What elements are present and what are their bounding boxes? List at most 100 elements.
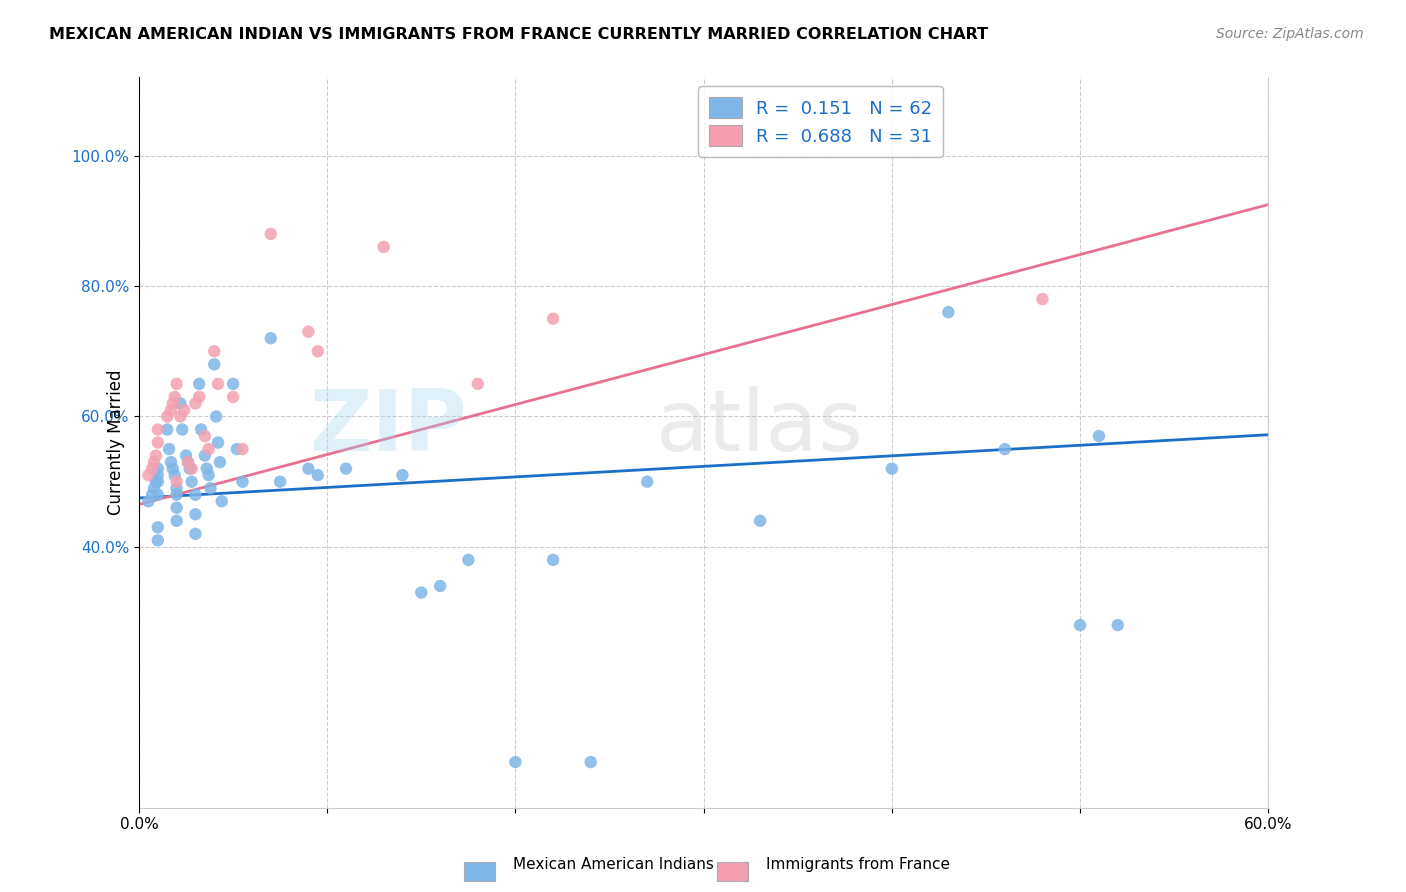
Point [200,481,222,495]
Point [169,409,191,424]
Point [138,468,160,483]
Point [180,475,202,489]
Point [636,475,658,489]
Point [1088,429,1111,443]
Point [307,468,329,483]
Point [146,475,169,489]
Point [231,475,253,489]
Point [207,435,229,450]
Point [172,423,194,437]
Point [160,403,183,417]
Point [197,468,219,483]
Point [297,325,319,339]
Point [160,455,183,469]
Point [195,461,218,475]
Point [169,396,191,410]
Point [579,755,602,769]
Point [146,488,169,502]
Point [166,475,188,489]
Text: Mexican American Indians: Mexican American Indians [513,857,714,872]
Point [146,468,169,483]
Point [166,500,188,515]
Point [194,449,217,463]
Point [174,449,197,463]
Point [143,455,166,469]
Point [335,461,357,475]
Point [157,442,180,456]
Point [163,390,186,404]
Point [260,331,283,345]
Point [190,423,212,437]
Point [197,442,219,456]
Point [141,488,163,502]
Point [179,461,201,475]
Text: ZIP: ZIP [309,386,467,469]
Point [194,429,217,443]
Point [208,455,231,469]
Point [184,526,207,541]
Point [541,553,564,567]
Point [205,409,228,424]
Point [166,376,188,391]
Point [231,442,253,456]
Point [146,461,169,475]
Y-axis label: Currently Married: Currently Married [107,370,125,516]
Point [1031,292,1053,306]
Point [141,461,163,475]
Legend: R =  0.151   N = 62, R =  0.688   N = 31: R = 0.151 N = 62, R = 0.688 N = 31 [699,87,943,157]
Point [177,455,200,469]
Point [146,435,169,450]
Point [188,390,211,404]
Text: Immigrants from France: Immigrants from France [766,857,950,872]
Point [505,755,527,769]
Point [429,579,451,593]
Point [222,390,245,404]
Point [156,423,179,437]
Point [184,396,207,410]
Point [162,461,184,475]
Point [1107,618,1129,632]
Point [146,533,169,548]
Point [173,403,195,417]
Point [146,520,169,534]
Point [146,423,169,437]
Point [163,468,186,483]
Text: Source: ZipAtlas.com: Source: ZipAtlas.com [1216,27,1364,41]
Text: MEXICAN AMERICAN INDIAN VS IMMIGRANTS FROM FRANCE CURRENTLY MARRIED CORRELATION : MEXICAN AMERICAN INDIAN VS IMMIGRANTS FR… [49,27,988,42]
Point [391,468,413,483]
Point [1069,618,1091,632]
Point [749,514,772,528]
Point [180,461,202,475]
Point [994,442,1017,456]
Point [202,357,225,371]
Point [373,240,395,254]
Point [297,461,319,475]
Point [166,481,188,495]
Point [211,494,233,508]
Point [188,376,211,391]
Point [457,553,479,567]
Point [222,376,245,391]
Point [880,461,903,475]
Point [177,455,200,469]
Point [225,442,247,456]
Point [145,449,167,463]
Point [166,514,188,528]
Point [411,585,433,599]
Point [541,311,564,326]
Point [936,305,959,319]
Point [156,409,179,424]
Point [162,396,184,410]
Point [166,488,188,502]
Point [307,344,329,359]
Point [207,376,229,391]
Point [184,508,207,522]
Point [184,488,207,502]
Point [260,227,283,241]
Point [145,475,167,489]
Point [269,475,291,489]
Point [138,494,160,508]
Point [143,481,166,495]
Text: atlas: atlas [657,386,865,469]
Point [467,376,489,391]
